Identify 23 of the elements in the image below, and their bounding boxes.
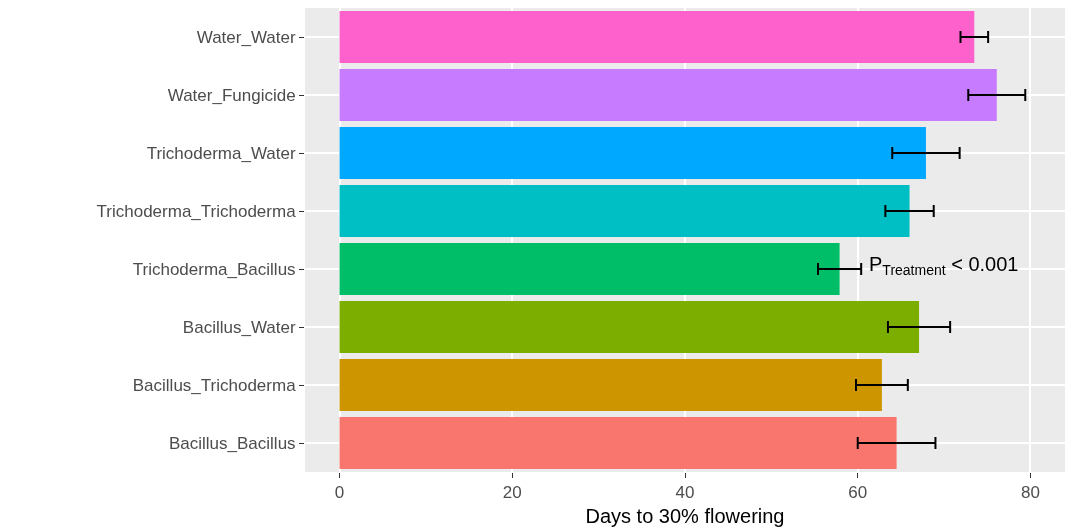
x-tick-label: 20 bbox=[502, 483, 522, 503]
bar bbox=[339, 416, 897, 470]
bar bbox=[339, 242, 840, 296]
y-tick-label: Water_Water bbox=[196, 27, 296, 47]
x-tick-label: 40 bbox=[675, 483, 695, 503]
bar bbox=[339, 358, 882, 412]
x-tick-label: 80 bbox=[1020, 483, 1040, 503]
bar bbox=[339, 126, 926, 180]
y-tick-label: Bacillus_Bacillus bbox=[168, 433, 296, 453]
y-tick-label: Trichoderma_Trichoderma bbox=[96, 201, 297, 221]
y-tick-label: Water_Fungicide bbox=[167, 85, 296, 105]
bar bbox=[339, 68, 997, 122]
y-tick-label: Bacillus_Trichoderma bbox=[132, 375, 297, 395]
y-tick-label: Trichoderma_Bacillus bbox=[132, 259, 296, 279]
y-tick-label: Trichoderma_Water bbox=[146, 143, 296, 163]
x-tick-label: 0 bbox=[334, 483, 345, 503]
x-tick-label: 60 bbox=[848, 483, 868, 503]
bar bbox=[339, 300, 920, 354]
bar bbox=[339, 10, 975, 64]
bar bbox=[339, 184, 910, 238]
x-axis-title: Days to 30% flowering bbox=[585, 505, 785, 527]
y-tick-label: Bacillus_Water bbox=[182, 317, 296, 337]
annotation: P$_{Treatment}$ < 0.001 bbox=[869, 253, 1019, 279]
